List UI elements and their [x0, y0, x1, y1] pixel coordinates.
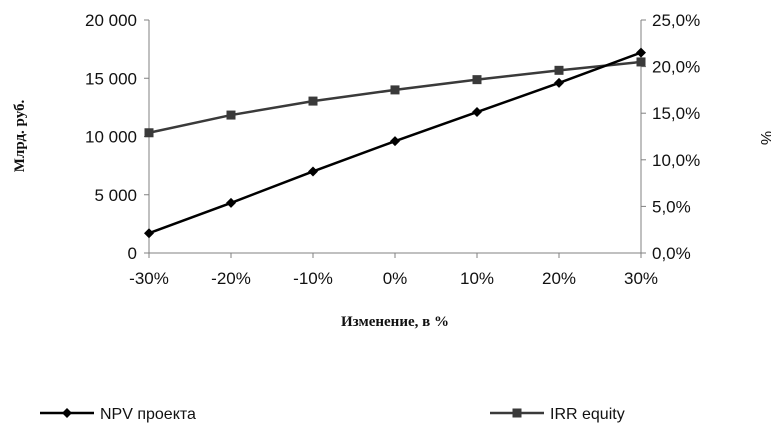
x-tick-label: -30%	[129, 269, 169, 288]
legend-marker	[512, 408, 522, 418]
legend-item: IRR equity	[490, 406, 625, 423]
data-point	[308, 166, 318, 177]
data-point	[472, 75, 482, 85]
data-point	[554, 77, 564, 88]
x-tick-label: 20%	[542, 269, 576, 288]
data-point	[308, 96, 318, 106]
data-point	[226, 197, 236, 208]
y-tick-label: 5 000	[94, 186, 137, 205]
x-axis-title: Изменение, в %	[341, 314, 449, 330]
series-line	[148, 60, 642, 134]
data-point	[144, 128, 154, 138]
x-tick-label: -20%	[211, 269, 251, 288]
data-point	[390, 136, 400, 147]
y-tick-label: 0	[128, 244, 137, 263]
data-point	[144, 228, 154, 239]
right-axis-ticks: 0,0% 5,0% 10,0% 15,0% 20,0% 25,0%	[641, 11, 700, 263]
legend: NPV проекта IRR equity	[40, 406, 625, 423]
data-point	[554, 65, 564, 75]
legend-label: IRR equity	[550, 406, 625, 423]
series-npv	[144, 47, 646, 239]
data-point	[226, 110, 236, 120]
x-tick-label: 30%	[624, 269, 658, 288]
data-point	[636, 47, 646, 58]
series-irr-equity	[144, 57, 646, 138]
x-tick-label: 0%	[383, 269, 408, 288]
y2-tick-label: 25,0%	[652, 11, 700, 30]
data-point	[390, 85, 400, 95]
x-tick-label: 10%	[460, 269, 494, 288]
y-tick-label: 10 000	[85, 128, 137, 147]
x-tick-label: -10%	[293, 269, 333, 288]
y2-tick-label: 15,0%	[652, 104, 700, 123]
x-axis-ticks: -30% -20% -10% 0% 10% 20% 30%	[129, 253, 658, 288]
data-point	[636, 57, 646, 67]
legend-label: NPV проекта	[100, 406, 196, 423]
legend-item: NPV проекта	[40, 406, 196, 423]
data-point	[472, 107, 482, 118]
y2-axis-title: %	[757, 131, 771, 145]
y-tick-label: 20 000	[85, 11, 137, 30]
series-layer	[144, 47, 646, 239]
y2-tick-label: 10,0%	[652, 151, 700, 170]
y2-tick-label: 0,0%	[652, 244, 691, 263]
y-tick-label: 15 000	[85, 69, 137, 88]
legend-marker	[62, 408, 72, 418]
left-axis-ticks: 0 5 000 10 000 15 000 20 000	[85, 11, 149, 263]
y2-tick-label: 5,0%	[652, 197, 691, 216]
y-axis-title: Млрд. руб.	[12, 100, 28, 173]
y2-tick-label: 20,0%	[652, 58, 700, 77]
